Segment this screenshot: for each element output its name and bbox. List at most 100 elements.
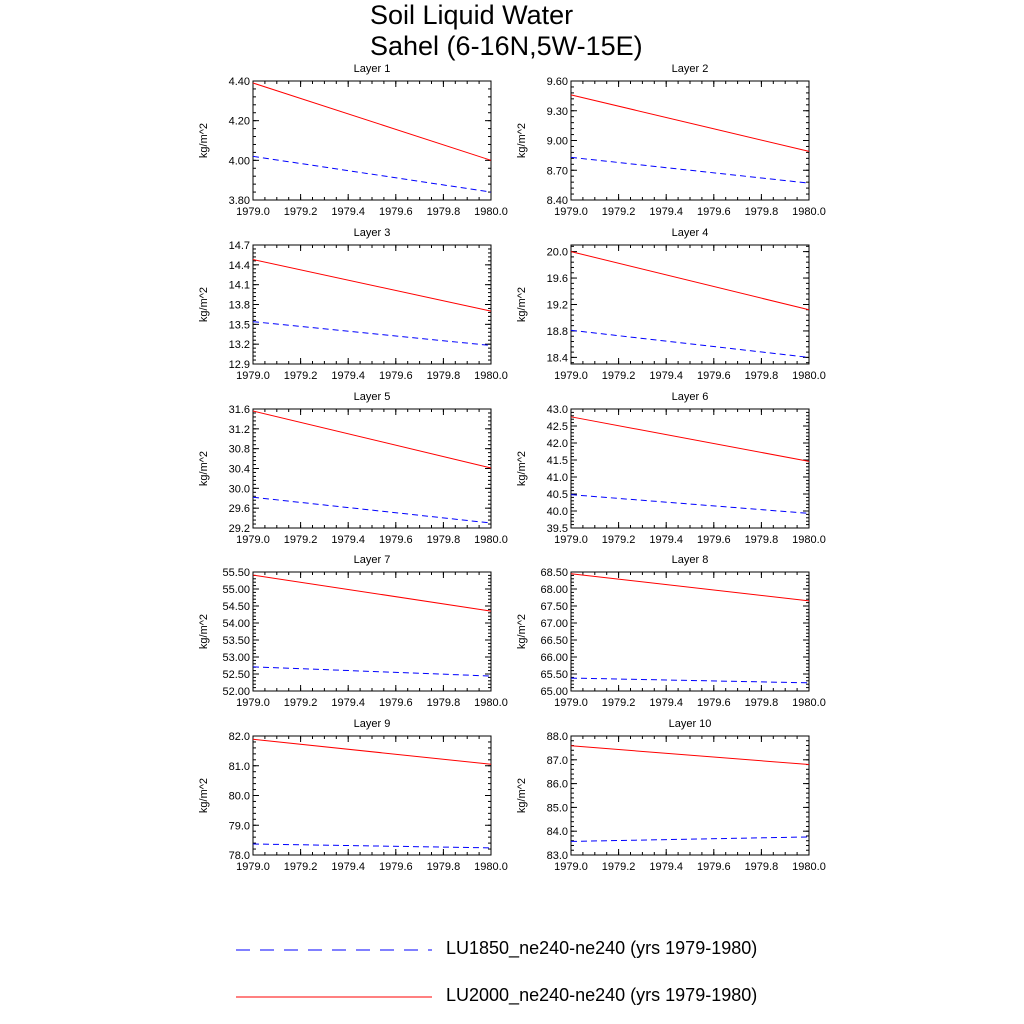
y-tick-label: 54.50 [222, 601, 250, 613]
x-tick-label: 1979.8 [745, 206, 779, 218]
x-tick-label: 1979.0 [554, 534, 588, 546]
y-tick-label: 41.5 [547, 455, 568, 467]
series-line-lu1850 [252, 843, 492, 849]
x-tick-label: 1980.0 [792, 370, 826, 382]
x-tick-label: 1979.6 [379, 534, 413, 546]
y-tick-label: 4.00 [229, 155, 250, 167]
y-tick-label: 41.0 [547, 472, 568, 484]
series-line-lu2000 [252, 82, 492, 161]
x-tick-label: 1979.4 [649, 861, 683, 873]
x-tick-label: 1980.0 [474, 534, 508, 546]
y-tick-label: 12.9 [229, 359, 250, 371]
legend: LU1850_ne240-ne240 (yrs 1979-1980) LU200… [230, 930, 830, 1020]
y-tick-label: 82.0 [229, 731, 250, 743]
x-tick-label: 1979.6 [697, 206, 731, 218]
plot-frame [252, 735, 492, 856]
y-axis-label: kg/m^2 [198, 778, 210, 813]
x-tick-label: 1979.4 [649, 697, 683, 709]
x-tick-label: 1979.4 [649, 534, 683, 546]
y-tick-label: 3.80 [229, 195, 250, 207]
chart-panel-9: Layer 9 78.0 79.0 80.0 81.0 82.0 1979.0 1979.2 1… [198, 718, 508, 873]
series-line-lu1850 [570, 156, 810, 184]
series-line-lu2000 [570, 573, 810, 602]
series-line-lu2000 [252, 574, 492, 612]
x-tick-label: 1979.0 [236, 206, 270, 218]
x-tick-label: 1980.0 [474, 861, 508, 873]
x-tick-label: 1979.2 [284, 697, 318, 709]
panel-title: Layer 4 [672, 227, 709, 239]
y-tick-label: 87.0 [547, 755, 568, 767]
y-axis-label: kg/m^2 [198, 123, 210, 158]
y-tick-label: 14.7 [229, 240, 250, 252]
panel-title: Layer 2 [672, 63, 709, 75]
y-tick-label: 66.00 [540, 652, 568, 664]
y-tick-label: 19.6 [547, 273, 568, 285]
legend-swatch-lu1850 [236, 949, 432, 951]
x-tick-label: 1979.8 [745, 370, 779, 382]
x-tick-label: 1979.6 [697, 861, 731, 873]
x-tick-label: 1980.0 [474, 370, 508, 382]
y-tick-label: 14.1 [229, 280, 250, 292]
y-tick-label: 31.2 [229, 424, 250, 436]
x-tick-label: 1979.0 [236, 697, 270, 709]
panel-title: Layer 10 [669, 718, 712, 730]
y-tick-label: 8.40 [547, 195, 568, 207]
y-tick-label: 40.5 [547, 489, 568, 501]
x-tick-label: 1979.6 [379, 370, 413, 382]
x-tick-label: 1979.0 [554, 697, 588, 709]
panel-title: Layer 1 [354, 63, 391, 75]
y-tick-label: 80.0 [229, 791, 250, 803]
chart-panel-2: Layer 2 8.40 8.70 9.00 9.30 9.60 1979.0 1979.2 1… [516, 63, 826, 218]
series-line-lu1850 [570, 494, 810, 514]
series-line-lu2000 [570, 94, 810, 152]
y-axis-label: kg/m^2 [516, 123, 528, 158]
series-line-lu1850 [252, 666, 492, 677]
series-line-lu1850 [570, 836, 810, 842]
x-tick-label: 1979.8 [427, 861, 461, 873]
series-line-lu1850 [252, 321, 492, 346]
y-axis-label: kg/m^2 [198, 451, 210, 486]
y-tick-label: 67.50 [540, 601, 568, 613]
y-axis-label: kg/m^2 [198, 614, 210, 649]
x-tick-label: 1979.6 [697, 370, 731, 382]
y-tick-label: 9.30 [547, 106, 568, 118]
series-line-lu2000 [570, 251, 810, 311]
legend-swatch-lu2000 [236, 996, 432, 998]
chart-panel-10: Layer 10 83.0 84.0 85.0 86.0 87.0 88.0 1979.0 19… [516, 718, 826, 873]
y-tick-label: 54.00 [222, 618, 250, 630]
series-line-lu2000 [252, 738, 492, 765]
panel-title: Layer 7 [354, 554, 391, 566]
y-tick-label: 86.0 [547, 779, 568, 791]
y-tick-label: 65.50 [540, 669, 568, 681]
y-tick-label: 84.0 [547, 826, 568, 838]
series-line-lu1850 [252, 155, 492, 193]
x-tick-label: 1980.0 [792, 534, 826, 546]
y-tick-label: 55.00 [222, 584, 250, 596]
x-tick-label: 1979.4 [331, 697, 365, 709]
x-tick-label: 1979.6 [697, 697, 731, 709]
x-tick-label: 1979.8 [427, 534, 461, 546]
y-tick-label: 20.0 [547, 247, 568, 259]
y-tick-label: 13.8 [229, 300, 250, 312]
y-tick-label: 68.50 [540, 567, 568, 579]
y-tick-label: 68.00 [540, 584, 568, 596]
y-tick-label: 4.40 [229, 76, 250, 88]
plot-frame [570, 244, 810, 365]
y-tick-label: 30.8 [229, 444, 250, 456]
x-tick-label: 1979.4 [331, 370, 365, 382]
figure-title: Soil Liquid Water Sahel (6-16N,5W-15E) [370, 0, 643, 62]
panel-title: Layer 9 [354, 718, 391, 730]
y-tick-label: 9.60 [547, 76, 568, 88]
x-tick-label: 1979.2 [602, 206, 636, 218]
y-tick-label: 78.0 [229, 850, 250, 862]
y-tick-label: 18.4 [547, 352, 568, 364]
y-tick-label: 55.50 [222, 567, 250, 579]
y-tick-label: 30.0 [229, 483, 250, 495]
x-tick-label: 1979.2 [284, 861, 318, 873]
y-tick-label: 39.5 [547, 523, 568, 535]
x-tick-label: 1980.0 [792, 206, 826, 218]
y-tick-label: 53.50 [222, 635, 250, 647]
y-tick-label: 85.0 [547, 802, 568, 814]
chart-panel-4: Layer 4 18.4 18.8 19.2 19.6 20.0 1979.0 1979.2 1… [516, 227, 826, 382]
x-tick-label: 1979.0 [554, 861, 588, 873]
